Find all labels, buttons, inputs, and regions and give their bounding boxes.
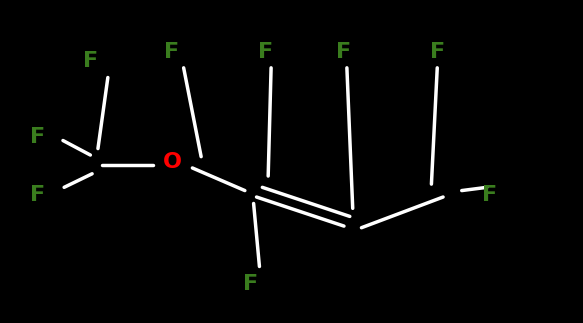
Text: F: F (243, 274, 258, 294)
Text: F: F (336, 42, 352, 62)
Text: F: F (482, 185, 497, 205)
Text: O: O (163, 151, 181, 172)
Text: F: F (30, 127, 45, 147)
Text: F: F (83, 51, 98, 71)
Text: F: F (164, 42, 180, 62)
Text: F: F (30, 185, 45, 205)
Text: F: F (430, 42, 445, 62)
Text: F: F (258, 42, 273, 62)
